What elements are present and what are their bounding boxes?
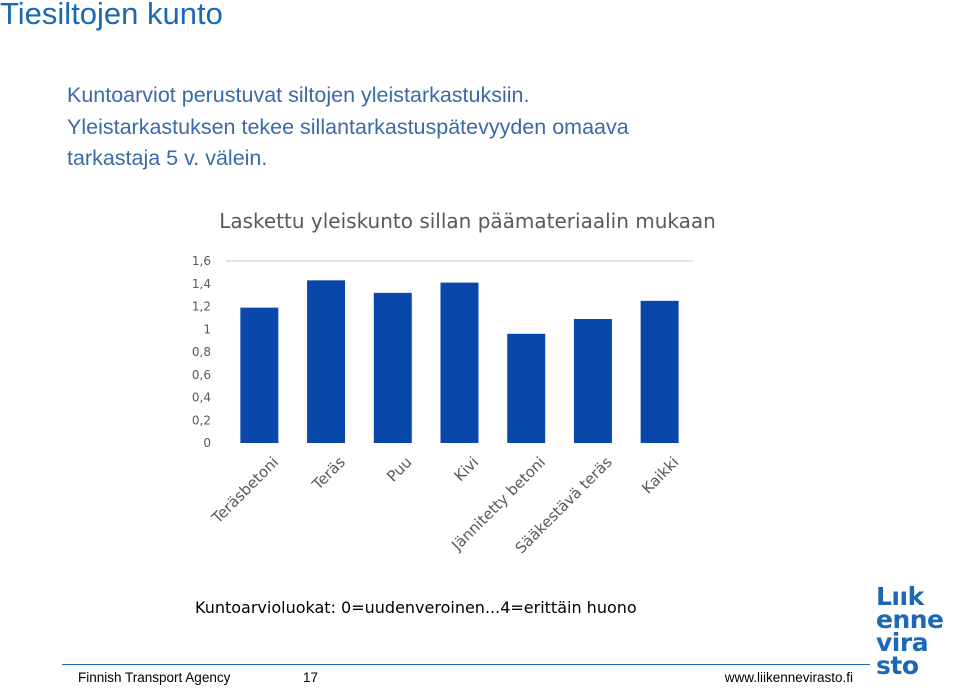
bar <box>440 282 479 443</box>
x-tick-label: Teräs <box>308 453 349 494</box>
page-number: 17 <box>303 670 319 685</box>
intro-line-3: tarkastaja 5 v. välein. <box>67 146 268 170</box>
intro-text: Kuntoarviot perustuvat siltojen yleistar… <box>67 80 767 175</box>
y-tick-label: 1,6 <box>192 254 211 268</box>
bar <box>573 319 612 443</box>
rating-scale-note: Kuntoarvioluokat: 0=uudenveroinen...4=er… <box>195 598 637 617</box>
y-tick-label: 0 <box>203 436 211 450</box>
liikennevirasto-logo: Lıık enne vira sto <box>876 582 944 680</box>
x-tick-label: Kivi <box>450 453 482 485</box>
y-tick-label: 0,8 <box>192 345 211 359</box>
y-tick-label: 1,2 <box>192 300 211 314</box>
y-tick-label: 0,2 <box>192 413 211 427</box>
bar <box>307 280 346 443</box>
bar <box>373 292 412 443</box>
footer-url: www.liikennevirasto.fi <box>724 670 853 685</box>
x-tick-label: Kaikki <box>638 453 682 497</box>
bar <box>240 307 279 443</box>
chart-title: Laskettu yleiskunto sillan päämateriaali… <box>219 209 716 233</box>
bar <box>640 300 679 443</box>
y-tick-label: 0,4 <box>192 391 211 405</box>
x-tick-label: Puu <box>383 453 415 485</box>
slide-title: Tiesiltojen kunto <box>0 0 223 31</box>
footer-divider <box>62 664 870 665</box>
bar <box>507 333 546 443</box>
intro-line-2: Yleistarkastuksen tekee sillantarkastusp… <box>67 114 629 139</box>
y-tick-label: 1,4 <box>192 277 211 291</box>
y-tick-label: 0,6 <box>192 368 211 382</box>
x-tick-label: Teräsbetoni <box>208 453 283 528</box>
y-tick-label: 1 <box>203 322 211 336</box>
intro-line-1: Kuntoarviot perustuvat siltojen yleistar… <box>67 83 530 107</box>
footer-agency: Finnish Transport Agency <box>78 670 231 685</box>
